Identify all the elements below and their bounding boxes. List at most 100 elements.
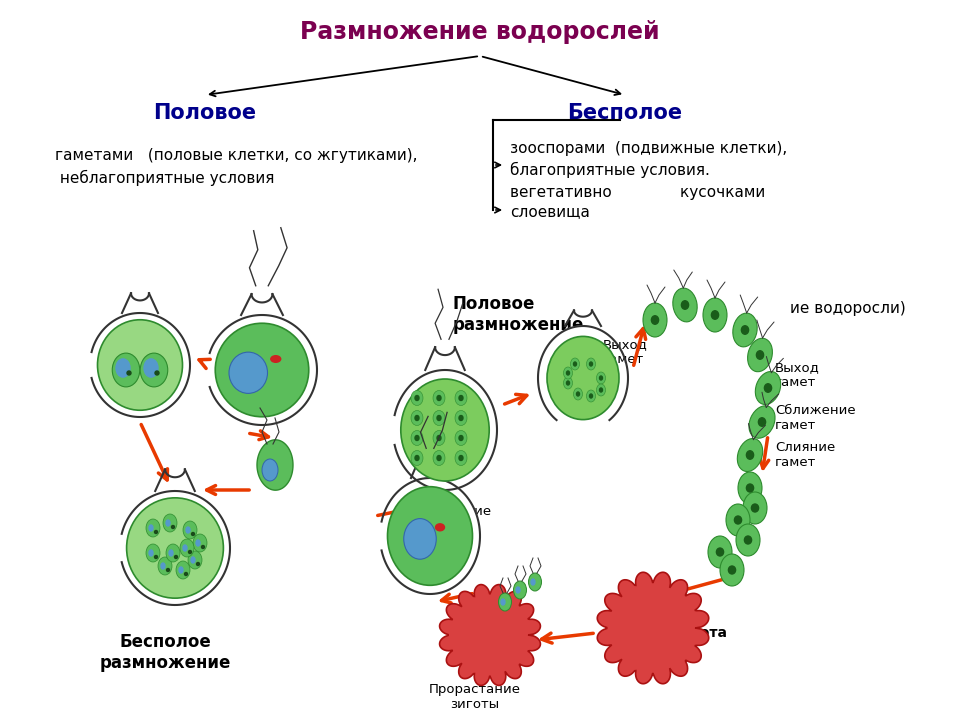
Ellipse shape xyxy=(459,436,463,441)
Text: Бесполое
размножение: Бесполое размножение xyxy=(99,633,230,672)
Polygon shape xyxy=(209,296,317,425)
Ellipse shape xyxy=(673,288,697,322)
Ellipse shape xyxy=(752,504,758,512)
Ellipse shape xyxy=(746,484,754,492)
Ellipse shape xyxy=(529,573,541,591)
Ellipse shape xyxy=(599,388,603,392)
Ellipse shape xyxy=(708,536,732,568)
Ellipse shape xyxy=(547,336,619,420)
Ellipse shape xyxy=(737,438,762,472)
Ellipse shape xyxy=(411,410,423,426)
Ellipse shape xyxy=(746,451,754,459)
Ellipse shape xyxy=(146,519,160,537)
Ellipse shape xyxy=(743,492,767,524)
Ellipse shape xyxy=(726,504,750,536)
Ellipse shape xyxy=(514,581,526,599)
Text: ие водоросли): ие водоросли) xyxy=(790,300,905,315)
Ellipse shape xyxy=(758,418,765,426)
Ellipse shape xyxy=(179,567,183,573)
Ellipse shape xyxy=(411,451,423,466)
Polygon shape xyxy=(91,313,190,417)
Ellipse shape xyxy=(459,456,463,461)
Ellipse shape xyxy=(415,436,419,441)
Ellipse shape xyxy=(756,372,780,405)
Ellipse shape xyxy=(184,572,187,575)
Ellipse shape xyxy=(415,456,419,461)
Ellipse shape xyxy=(163,514,177,532)
Text: гаметами   (половые клетки, со жгутиками),: гаметами (половые клетки, со жгутиками), xyxy=(55,148,418,163)
Polygon shape xyxy=(440,585,540,685)
Ellipse shape xyxy=(436,524,444,531)
Ellipse shape xyxy=(566,371,569,375)
Ellipse shape xyxy=(149,550,153,556)
Ellipse shape xyxy=(155,556,157,559)
Ellipse shape xyxy=(183,521,197,539)
Text: Размножение водорослей: Размножение водорослей xyxy=(300,20,660,44)
Polygon shape xyxy=(257,440,293,490)
Ellipse shape xyxy=(172,526,175,528)
Ellipse shape xyxy=(155,531,157,534)
Text: Выход
гамет: Выход гамет xyxy=(603,338,648,366)
Ellipse shape xyxy=(736,524,760,556)
Ellipse shape xyxy=(169,550,173,556)
Ellipse shape xyxy=(498,593,512,611)
Ellipse shape xyxy=(146,544,160,562)
Ellipse shape xyxy=(188,551,191,554)
Ellipse shape xyxy=(411,390,423,405)
Ellipse shape xyxy=(703,298,727,332)
Ellipse shape xyxy=(149,525,153,531)
Text: Зигота: Зигота xyxy=(673,626,727,640)
Ellipse shape xyxy=(596,384,606,396)
Ellipse shape xyxy=(682,301,688,310)
Ellipse shape xyxy=(176,561,190,579)
Polygon shape xyxy=(381,478,480,594)
Ellipse shape xyxy=(732,313,757,347)
Ellipse shape xyxy=(756,351,763,359)
Ellipse shape xyxy=(437,436,441,441)
Polygon shape xyxy=(597,572,708,684)
Ellipse shape xyxy=(749,406,775,438)
Ellipse shape xyxy=(116,359,130,377)
Ellipse shape xyxy=(599,376,603,380)
Ellipse shape xyxy=(262,459,278,481)
Ellipse shape xyxy=(587,358,595,370)
Ellipse shape xyxy=(191,533,195,536)
Ellipse shape xyxy=(459,395,463,400)
Ellipse shape xyxy=(741,325,749,334)
Text: благоприятные условия.: благоприятные условия. xyxy=(510,162,709,178)
Ellipse shape xyxy=(155,371,159,375)
Ellipse shape xyxy=(764,384,772,392)
Text: Образование
гамет: Образование гамет xyxy=(399,505,492,533)
Ellipse shape xyxy=(144,359,158,377)
Polygon shape xyxy=(122,491,230,605)
Ellipse shape xyxy=(738,472,762,504)
Ellipse shape xyxy=(98,320,182,410)
Ellipse shape xyxy=(433,390,445,405)
Ellipse shape xyxy=(193,534,207,552)
Ellipse shape xyxy=(652,316,659,324)
Ellipse shape xyxy=(577,392,580,396)
Ellipse shape xyxy=(573,362,577,366)
Ellipse shape xyxy=(127,371,131,375)
Ellipse shape xyxy=(455,410,467,426)
Text: вегетативно              кусочками: вегетативно кусочками xyxy=(510,184,765,199)
Ellipse shape xyxy=(589,362,592,366)
Polygon shape xyxy=(395,370,497,490)
Ellipse shape xyxy=(161,563,165,569)
Ellipse shape xyxy=(643,303,667,337)
Ellipse shape xyxy=(202,546,204,549)
Ellipse shape xyxy=(744,536,752,544)
Ellipse shape xyxy=(166,569,170,572)
Ellipse shape xyxy=(229,352,268,393)
Ellipse shape xyxy=(271,356,280,362)
Ellipse shape xyxy=(188,551,202,569)
Text: Половое: Половое xyxy=(154,103,256,123)
Ellipse shape xyxy=(748,338,773,372)
Ellipse shape xyxy=(564,377,572,389)
Ellipse shape xyxy=(734,516,741,524)
Ellipse shape xyxy=(573,388,583,400)
Ellipse shape xyxy=(459,415,463,420)
Ellipse shape xyxy=(531,579,535,585)
Ellipse shape xyxy=(729,566,735,574)
Ellipse shape xyxy=(437,395,441,400)
